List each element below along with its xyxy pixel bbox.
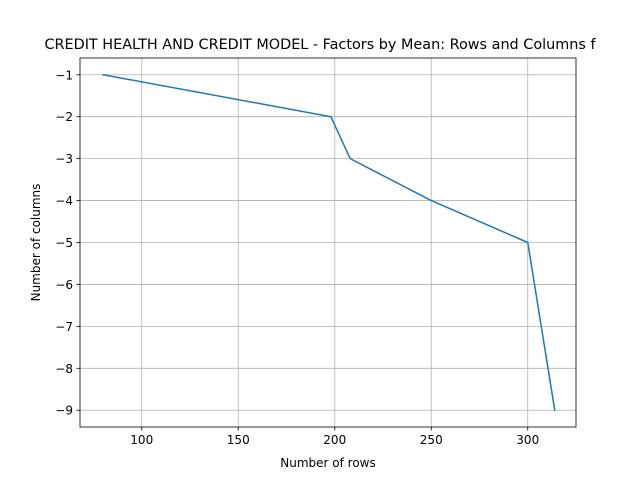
y-tick-label: −3	[55, 152, 73, 166]
y-tick-label: −4	[55, 194, 73, 208]
x-axis-label: Number of rows	[280, 456, 375, 470]
y-tick-label: −5	[55, 236, 73, 250]
y-tick-label: −6	[55, 278, 73, 292]
chart-title: CREDIT HEALTH AND CREDIT MODEL - Factors…	[44, 37, 596, 53]
y-tick-label: −8	[55, 362, 73, 376]
series-line	[102, 73, 556, 412]
x-tick-label: 300	[516, 433, 539, 447]
series-layer	[102, 73, 556, 412]
y-tick-label: −2	[55, 110, 73, 124]
y-tick-label: −7	[55, 320, 73, 334]
y-tick-label: −9	[55, 404, 73, 418]
x-tick-label: 250	[420, 433, 443, 447]
x-tick-label: 200	[323, 433, 346, 447]
gridlines	[80, 58, 576, 427]
axis-ticks: 100 150 200 250 300 −1 −2 −3 −4 −5 −6 −7 −8 −9	[55, 68, 539, 447]
y-axis-label: Number of columns	[29, 184, 43, 302]
y-tick-label: −1	[55, 68, 73, 82]
x-tick-label: 100	[130, 433, 153, 447]
x-tick-label: 150	[227, 433, 250, 447]
